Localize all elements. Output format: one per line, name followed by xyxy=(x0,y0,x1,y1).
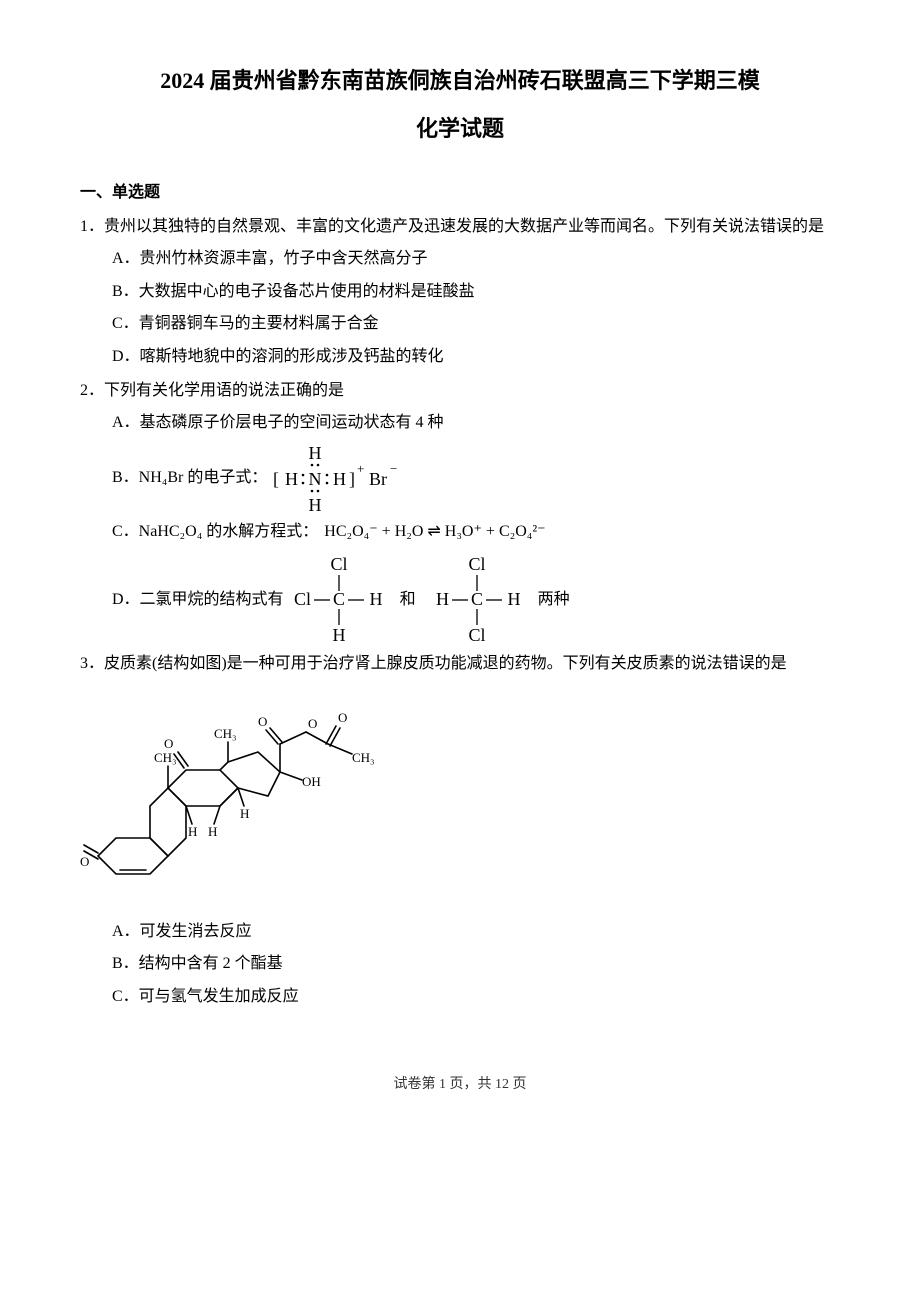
label-O-11: O xyxy=(164,736,173,751)
label-O: O xyxy=(80,854,89,869)
q2-option-d: D．二氯甲烷的结构式有 Cl Cl C H H 和 Cl H C xyxy=(80,555,840,645)
svg-text:Cl: Cl xyxy=(330,555,347,574)
svg-text:[: [ xyxy=(273,469,279,489)
svg-text:+: + xyxy=(357,461,364,476)
svg-text:H: H xyxy=(436,589,449,609)
label-OH: OH xyxy=(302,774,321,789)
svg-text:H: H xyxy=(332,625,345,645)
svg-text:H: H xyxy=(333,469,346,489)
q3-option-b: B．结构中含有 2 个酯基 xyxy=(80,949,840,979)
steroid-structure: O O O O O OH CH₃ CH₃ CH₃ H H H xyxy=(80,688,840,909)
svg-text:Cl: Cl xyxy=(294,589,311,609)
q2-option-b: B．NH₄Br 的电子式： [ H H N H H ] + Br − xyxy=(80,439,840,517)
ch2cl2-structure-a-icon: Cl Cl C H H xyxy=(284,555,394,645)
q2-c-equation: HC₂O₄⁻ + H₂O ⇌ H₃O⁺ + C₂O₄²⁻ xyxy=(324,517,545,547)
q2-b-prefix: B．NH₄Br 的电子式： xyxy=(112,463,267,493)
svg-text:H: H xyxy=(309,443,322,463)
q2-option-a: A．基态磷原子价层电子的空间运动状态有 4 种 xyxy=(80,408,840,438)
page-title-line1: 2024 届贵州省黔东南苗族侗族自治州砖石联盟高三下学期三模 xyxy=(80,60,840,102)
q3-stem: 3．皮质素(结构如图)是一种可用于治疗肾上腺皮质功能减退的药物。下列有关皮质素的… xyxy=(80,649,840,679)
svg-text:]: ] xyxy=(349,469,355,489)
q1-stem: 1．贵州以其独特的自然景观、丰富的文化遗产及迅速发展的大数据产业等而闻名。下列有… xyxy=(80,212,840,242)
label-O-20: O xyxy=(258,714,267,729)
q1-option-d: D．喀斯特地貌中的溶洞的形成涉及钙盐的转化 xyxy=(80,342,840,372)
q1-option-b: B．大数据中心的电子设备芯片使用的材料是硅酸盐 xyxy=(80,277,840,307)
svg-text:Br: Br xyxy=(369,469,387,489)
section-header: 一、单选题 xyxy=(80,178,840,208)
question-2: 2．下列有关化学用语的说法正确的是 A．基态磷原子价层电子的空间运动状态有 4 … xyxy=(80,376,840,645)
label-H2: H xyxy=(208,824,217,839)
svg-text:Cl: Cl xyxy=(468,625,485,645)
page-footer: 试卷第 1 页，共 12 页 xyxy=(80,1072,840,1099)
q2-c-prefix: C．NaHC₂O₄ 的水解方程式： xyxy=(112,517,318,547)
label-O-bridge: O xyxy=(308,716,317,731)
svg-text:H: H xyxy=(369,589,382,609)
svg-text:C: C xyxy=(333,589,345,609)
q3-option-a: A．可发生消去反应 xyxy=(80,917,840,947)
label-CH3-acetate: CH₃ xyxy=(352,750,375,765)
page-title-line2: 化学试题 xyxy=(80,108,840,150)
svg-text:Cl: Cl xyxy=(468,555,485,574)
q2-stem: 2．下列有关化学用语的说法正确的是 xyxy=(80,376,840,406)
nh4br-structure-icon: [ H H N H H ] + Br − xyxy=(267,439,447,517)
question-3: 3．皮质素(结构如图)是一种可用于治疗肾上腺皮质功能减退的药物。下列有关皮质素的… xyxy=(80,649,840,1012)
question-1: 1．贵州以其独特的自然景观、丰富的文化遗产及迅速发展的大数据产业等而闻名。下列有… xyxy=(80,212,840,372)
label-H1: H xyxy=(188,824,197,839)
q2-d-suffix: 两种 xyxy=(538,585,570,615)
q2-option-c: C．NaHC₂O₄ 的水解方程式： HC₂O₄⁻ + H₂O ⇌ H₃O⁺ + … xyxy=(80,517,840,547)
q3-option-c: C．可与氢气发生加成反应 xyxy=(80,982,840,1012)
label-CH3-13: CH₃ xyxy=(214,726,237,741)
svg-text:H: H xyxy=(507,589,520,609)
svg-text:H: H xyxy=(285,469,298,489)
svg-text:H: H xyxy=(309,495,322,515)
q1-option-c: C．青铜器铜车马的主要材料属于合金 xyxy=(80,309,840,339)
label-CH3-10: CH₃ xyxy=(154,750,177,765)
q1-option-a: A．贵州竹林资源丰富，竹子中含天然高分子 xyxy=(80,244,840,274)
svg-text:−: − xyxy=(390,461,397,476)
q2-d-mid: 和 xyxy=(400,585,416,615)
label-O-ester: O xyxy=(338,710,347,725)
ch2cl2-structure-b-icon: Cl H C H Cl xyxy=(422,555,532,645)
steroid-structure-icon: O O O O O OH CH₃ CH₃ CH₃ H H H xyxy=(80,688,390,898)
label-H3: H xyxy=(240,806,249,821)
q2-d-prefix: D．二氯甲烷的结构式有 xyxy=(112,585,284,615)
svg-text:N: N xyxy=(309,469,322,489)
svg-text:C: C xyxy=(471,589,483,609)
